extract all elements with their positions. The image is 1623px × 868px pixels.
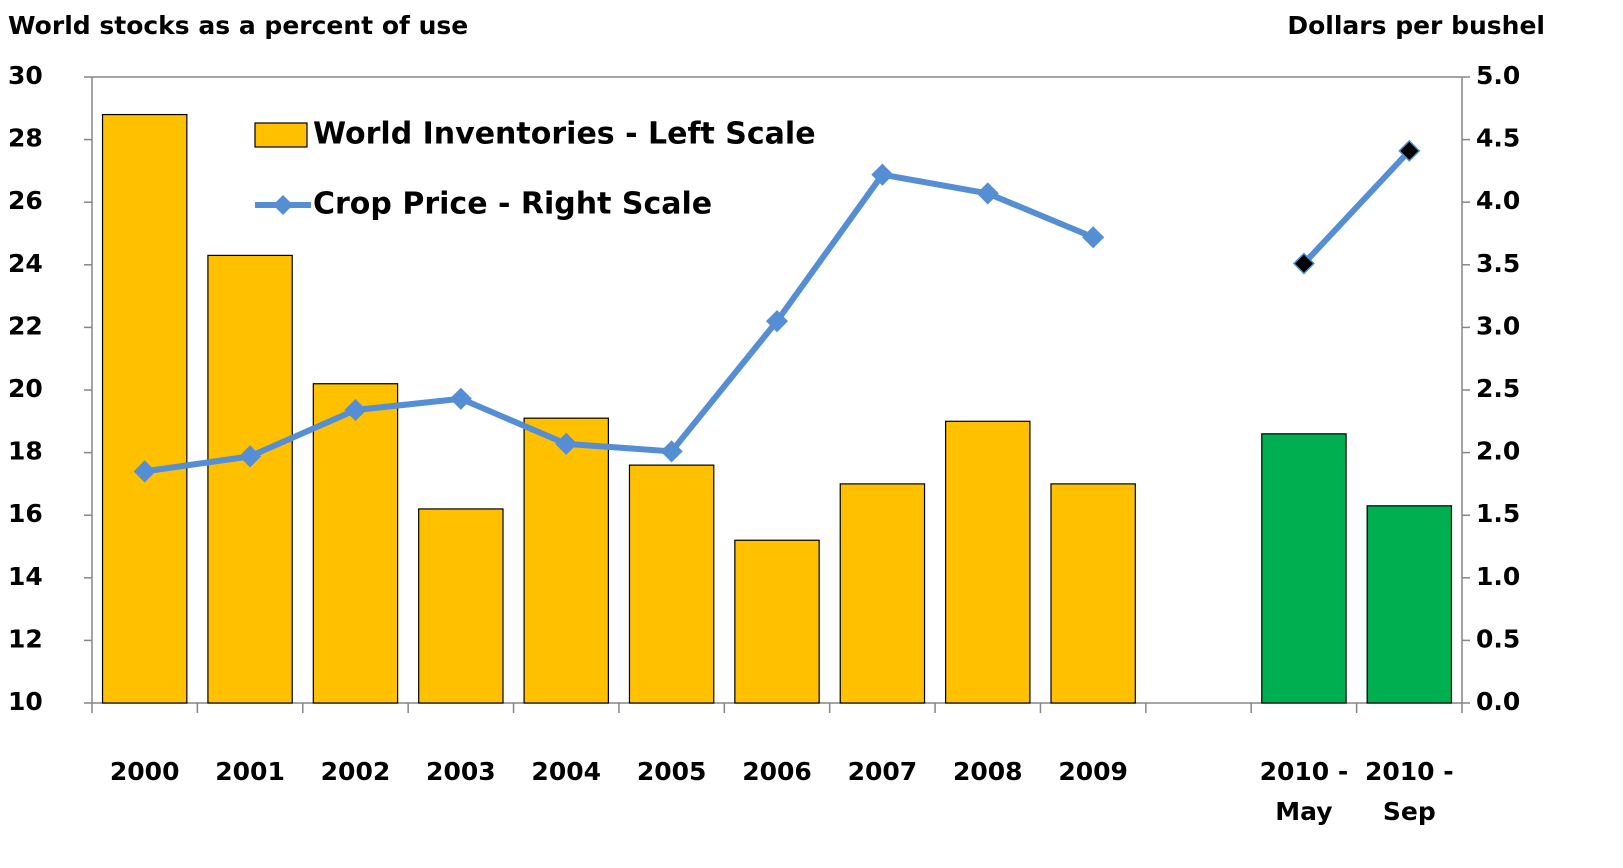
legend-label: Crop Price - Right Scale [313,187,712,222]
legend-swatch [254,122,308,148]
y2-tick-label: 3.5 [1476,249,1520,278]
x-tick-label: 2007 [847,757,918,786]
bar [418,508,504,704]
bar [1050,483,1136,704]
marker [239,445,262,468]
y-tick-label: 12 [8,624,43,653]
x-tick-label: 2010 - May [1259,757,1349,826]
marker [1398,139,1421,162]
y-tick-label: 30 [8,61,43,90]
bar [207,254,293,704]
y2-axis-title: Dollars per bushel [1287,11,1545,40]
x-tick-label: 2009 [1058,757,1128,786]
bar [312,383,399,704]
marker [871,163,894,186]
marker [1292,252,1315,275]
marker [765,310,789,333]
x-tick-label: 2004 [531,757,602,786]
bar [523,417,609,704]
y2-tick-label: 3.0 [1476,311,1520,340]
y2-tick-label: 0.0 [1476,687,1520,716]
y-tick-label: 20 [8,374,43,403]
y2-tick-label: 4.0 [1476,186,1520,215]
y2-tick-label: 2.0 [1476,437,1520,466]
bar [628,464,715,704]
bar [839,483,926,704]
y2-tick-label: 4.5 [1476,124,1520,153]
line [144,171,1095,475]
y-tick-label: 10 [8,687,43,716]
y-axis-title: World stocks as a percent of use [8,11,468,40]
bar [1366,505,1453,704]
marker [1082,226,1105,249]
y-tick-label: 14 [8,562,43,591]
y-tick-label: 26 [8,186,43,215]
marker [449,387,472,410]
line [1301,148,1412,266]
y2-tick-label: 1.0 [1476,562,1520,591]
bar [945,420,1031,704]
marker [976,182,999,205]
x-tick-label: 2002 [320,757,391,786]
legend-label: World Inventories - Left Scale [313,117,816,152]
x-tick-label: 2005 [636,757,707,786]
marker [555,432,578,455]
y2-tick-label: 2.5 [1476,374,1520,403]
x-tick-label: 2001 [215,757,285,786]
y-tick-label: 18 [8,437,43,466]
x-tick-label: 2010 - Sep [1364,757,1454,826]
bar [734,539,820,704]
x-tick-label: 2008 [952,757,1023,786]
y2-tick-label: 0.5 [1476,624,1520,653]
marker [660,440,683,463]
marker [133,460,156,483]
bar [101,113,188,704]
y2-tick-label: 1.5 [1476,499,1520,528]
y-tick-label: 22 [8,311,43,340]
bar [1261,433,1347,704]
y-tick-label: 24 [8,249,43,278]
legend-swatch [273,195,293,215]
x-tick-label: 2003 [426,757,496,786]
x-tick-label: 2000 [109,757,180,786]
y-tick-label: 16 [8,499,43,528]
y-tick-label: 28 [8,124,43,153]
y2-tick-label: 5.0 [1476,61,1520,90]
x-tick-label: 2006 [742,757,812,786]
marker [344,398,367,422]
